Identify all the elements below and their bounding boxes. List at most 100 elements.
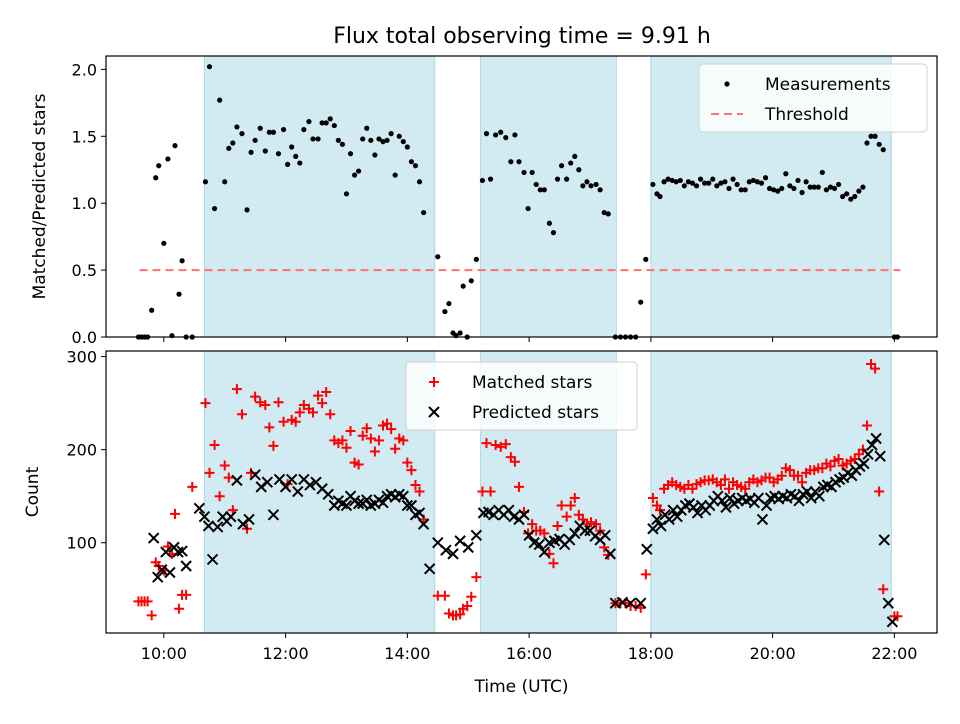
measurement-point [638, 299, 644, 305]
measurement-point [673, 179, 679, 185]
predicted-point [267, 509, 280, 521]
predicted-point [579, 524, 591, 537]
measurement-point [446, 300, 452, 307]
matched-point [776, 470, 787, 481]
measurement-point [435, 254, 441, 260]
matched-point [264, 422, 275, 433]
predicted-point [655, 520, 667, 532]
measurement-point [206, 64, 213, 70]
measurement-point [351, 172, 358, 178]
measurement-point [714, 183, 720, 189]
matched-point [455, 609, 466, 620]
matched-point [357, 430, 368, 441]
measurement-point [860, 184, 866, 190]
predicted-point [172, 546, 184, 558]
predicted-point [285, 473, 298, 486]
measurement-point [693, 183, 700, 189]
measurement-point [702, 180, 708, 186]
matched-point [382, 418, 393, 429]
predicted-point [447, 548, 459, 560]
measurement-point [176, 291, 182, 297]
measurement-point [665, 176, 671, 182]
matched-point [878, 584, 889, 595]
matched-point [462, 601, 473, 612]
predicted-point [641, 543, 653, 555]
x-tick-label: 22:00 [871, 644, 917, 663]
measurement-point [685, 179, 692, 185]
measurement-point [568, 160, 574, 166]
matched-point [861, 420, 872, 431]
measurement-point [384, 137, 390, 143]
measurement-point [779, 185, 785, 192]
predicted-point [624, 597, 637, 609]
matched-point [223, 472, 234, 483]
predicted-point [423, 563, 436, 575]
predicted-point [533, 538, 545, 551]
measurement-point [149, 307, 155, 313]
measurement-point [529, 169, 535, 176]
predicted-point [397, 490, 410, 502]
measurement-point [503, 135, 509, 141]
measurement-point [153, 175, 159, 181]
measurement-point [487, 176, 494, 182]
y-tick-label: 2.0 [72, 60, 97, 79]
shaded-interval [203, 55, 436, 338]
measurement-point [380, 139, 386, 145]
predicted-point [180, 560, 192, 572]
measurement-point [558, 163, 565, 169]
matched-point [204, 467, 215, 478]
measurement-point [310, 136, 316, 142]
measurement-point [880, 147, 886, 153]
matched-point [565, 500, 576, 511]
y-tick-label: 300 [66, 348, 97, 367]
x-tick-label: 14:00 [384, 644, 430, 663]
measurement-point [811, 184, 817, 190]
measurement-point [803, 179, 809, 185]
measurement-point [244, 207, 250, 213]
matched-point [402, 457, 413, 468]
measurement-point [643, 256, 649, 262]
top-panel: 0.0 0.5 1.0 1.5 2.0 Matched/Predicted stars Me… [30, 55, 938, 347]
predicted-point [720, 501, 732, 514]
measurement-point [226, 145, 232, 151]
measurement-point [738, 187, 744, 193]
predicted-point [462, 541, 474, 554]
matched-point [485, 486, 496, 497]
chart-title: Flux total observing time = 9.91 h [333, 24, 711, 49]
predicted-point [503, 504, 515, 516]
measurement-point [605, 211, 611, 217]
matched-point [548, 558, 559, 569]
matched-point [341, 442, 352, 453]
matched-point [569, 493, 580, 504]
measurement-point [601, 209, 607, 216]
measurement-point [161, 240, 167, 246]
measurement-point [457, 330, 463, 336]
measurement-point [266, 129, 272, 135]
matched-point [325, 409, 336, 420]
predicted-point [801, 485, 813, 498]
matched-point [298, 399, 309, 410]
measurement-point [537, 187, 543, 193]
matched-point [792, 470, 803, 481]
measurement-point [819, 169, 825, 176]
measurement-point [262, 148, 268, 154]
predicted-point [304, 479, 316, 491]
measurement-point [364, 125, 370, 131]
measurement-point [775, 188, 781, 194]
measurement-point [872, 133, 878, 139]
matched-point [466, 591, 477, 602]
matched-point [337, 435, 348, 446]
predicted-point [417, 518, 430, 530]
measurement-point [783, 171, 789, 177]
matched-point [390, 443, 401, 454]
predicted-point [671, 510, 683, 523]
measurement-point [564, 176, 570, 182]
measurement-point [697, 176, 704, 182]
measurement-point [396, 133, 402, 139]
matched-point [825, 461, 836, 472]
measurement-point [293, 153, 299, 159]
predicted-point [604, 548, 616, 560]
matched-point [552, 520, 563, 531]
matched-point [715, 480, 726, 491]
legend-label: Threshold [764, 105, 849, 125]
